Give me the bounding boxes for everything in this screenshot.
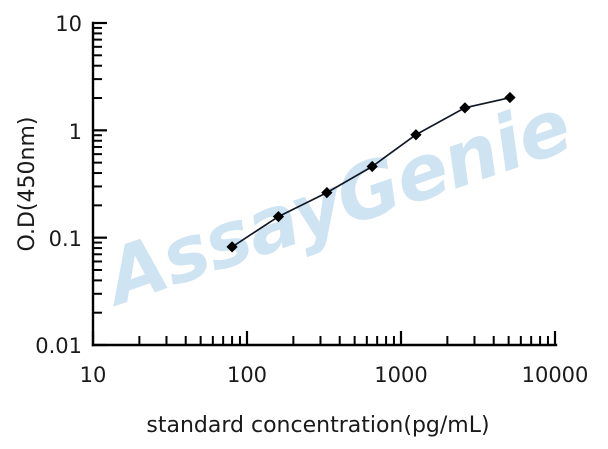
y-tick-labels: 10 1 0.1 0.01 bbox=[35, 12, 82, 358]
y-axis-ticks bbox=[93, 21, 107, 347]
x-axis-title: standard concentration(pg/mL) bbox=[146, 413, 489, 438]
x-tick-label-1000: 1000 bbox=[374, 363, 427, 387]
x-tick-label-100: 100 bbox=[227, 363, 267, 387]
x-tick-label-10000: 10000 bbox=[522, 363, 589, 387]
y-tick-label-0.01: 0.01 bbox=[35, 334, 82, 358]
y-tick-label-10: 10 bbox=[55, 12, 82, 36]
data-point bbox=[459, 102, 471, 114]
y-tick-label-1: 1 bbox=[69, 120, 82, 144]
data-point bbox=[410, 129, 422, 141]
data-point bbox=[226, 241, 238, 253]
watermark-assaygenie: AssayGenie bbox=[90, 80, 581, 323]
watermark-label: AssayGenie bbox=[90, 80, 581, 323]
data-point bbox=[321, 186, 333, 199]
data-series-standard-curve bbox=[226, 91, 516, 253]
x-tick-labels: 10 100 1000 10000 bbox=[80, 363, 589, 387]
y-tick-label-0.1: 0.1 bbox=[49, 227, 82, 251]
data-point bbox=[366, 160, 378, 173]
data-point bbox=[504, 91, 516, 104]
data-point bbox=[272, 211, 285, 223]
series-markers bbox=[226, 91, 516, 253]
x-axis-ticks bbox=[91, 331, 557, 345]
x-tick-label-10: 10 bbox=[80, 363, 107, 387]
y-axis-title: O.D(450nm) bbox=[15, 117, 40, 252]
